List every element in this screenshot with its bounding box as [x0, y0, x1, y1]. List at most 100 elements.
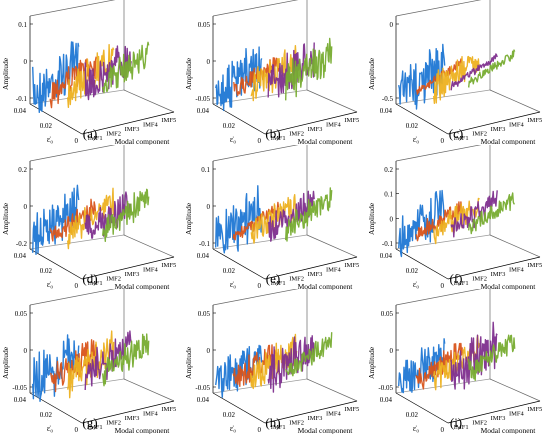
right-bottom-edge — [489, 89, 541, 113]
depth-tick-label: 0.04 — [14, 396, 27, 404]
amplitude-tick-label: -0.1 — [16, 95, 28, 103]
series-line-imf5 — [468, 334, 516, 381]
series-line-imf5 — [102, 333, 150, 387]
modal-axis-label: Modal component — [298, 137, 354, 145]
modal-tick-label: IMF5 — [161, 406, 176, 413]
depth-tick-label: 0.02 — [40, 122, 53, 130]
modal-tick-label: IMF2 — [472, 130, 487, 137]
modal-axis-label: Modal component — [481, 426, 537, 434]
modal-axis-label: Modal component — [115, 137, 171, 145]
amplitude-tick-label: 0.05 — [198, 21, 211, 29]
chart-panel-1: 0.1 0 -0.1 Amplitude 0.04 0.02 0 ε̇₀ IMF1 IMF2 IMF… — [0, 0, 182, 145]
amplitude-tick-label: -0.05 — [378, 384, 393, 392]
depth-tick-label: 0.02 — [40, 267, 53, 275]
amplitude-axis-label: Amplitude — [367, 346, 376, 379]
chart-panel-6: 0.2 0.1 0 -0.1 Amplitude 0.04 0.02 0 ε̇₀ IMF1 IMF2… — [366, 145, 548, 290]
amplitude-tick-label: 0.1 — [201, 166, 210, 174]
depth-axis-line — [212, 248, 266, 280]
axes-frame — [29, 0, 175, 135]
series-line-imf5 — [285, 187, 333, 242]
depth-tick-label: 0.04 — [197, 252, 210, 260]
modal-tick-label: IMF2 — [289, 130, 304, 137]
modal-axis-line — [81, 111, 175, 135]
depth-axis-label: ε̇₀ — [413, 280, 419, 289]
depth-tick-label: 0.04 — [380, 396, 393, 404]
modal-tick-label: IMF1 — [454, 424, 469, 431]
depth-axis-line — [395, 103, 449, 135]
right-bottom-edge — [306, 378, 358, 402]
modal-tick-label: IMF4 — [509, 267, 525, 274]
series-line-imf5 — [102, 41, 150, 94]
depth-axis-line — [29, 248, 83, 280]
modal-tick-label: IMF4 — [326, 122, 342, 129]
series-line-imf5 — [285, 332, 333, 377]
panel-label: (c) — [448, 126, 464, 141]
series-line-imf1 — [398, 189, 446, 258]
right-bottom-edge — [123, 378, 175, 402]
modal-tick-label: IMF1 — [271, 135, 286, 142]
modal-tick-label: IMF2 — [106, 275, 121, 282]
amplitude-tick-label: 0.2 — [384, 166, 393, 174]
amplitude-tick-label: 0.1 — [18, 21, 27, 29]
modal-tick-label: IMF5 — [527, 262, 542, 269]
amplitude-tick-label: 0.05 — [381, 310, 394, 318]
modal-tick-label: IMF3 — [491, 415, 506, 422]
amplitude-axis-label: Amplitude — [184, 202, 193, 235]
modal-axis-label: Modal component — [481, 282, 537, 290]
back-bottom-edge — [212, 378, 308, 394]
depth-tick-label: 0.02 — [223, 267, 236, 275]
axes-frame — [212, 289, 358, 424]
back-top-edge — [29, 145, 116, 162]
modal-tick-label: IMF2 — [472, 275, 487, 282]
depth-tick-label: 0 — [441, 426, 445, 434]
depth-tick-label: 0.02 — [223, 411, 236, 419]
modal-tick-label: IMF4 — [143, 267, 159, 274]
depth-axis-label: ε̇₀ — [413, 135, 419, 144]
depth-axis-line — [212, 392, 266, 424]
amplitude-tick-label: 0 — [207, 58, 211, 66]
chart-panel-8: 0.05 0 -0.05 Amplitude 0.04 0.02 0 ε̇₀ IMF1 IMF2 I… — [183, 289, 365, 434]
depth-tick-label: 0.02 — [223, 122, 236, 130]
modal-tick-label: IMF3 — [125, 126, 140, 133]
amplitude-axis-label: Amplitude — [1, 346, 10, 379]
modal-axis-line — [264, 400, 358, 424]
chart-panel-3: 0 -0.5 Amplitude 0.04 0.02 0 ε̇₀ IMF1 IMF2 IMF3 IM… — [366, 0, 548, 145]
series-line-imf5 — [285, 37, 333, 101]
modal-axis-label: Modal component — [115, 282, 171, 290]
amplitude-axis-label: Amplitude — [184, 57, 193, 90]
amplitude-tick-label: 0 — [207, 347, 211, 355]
depth-tick-label: 0.04 — [14, 107, 27, 115]
depth-tick-label: 0.02 — [406, 122, 419, 130]
depth-axis-label: ε̇₀ — [47, 424, 53, 433]
depth-tick-label: 0.04 — [380, 107, 393, 115]
amplitude-tick-label: 0 — [390, 215, 394, 223]
depth-axis-label: ε̇₀ — [47, 280, 53, 289]
modal-tick-label: IMF2 — [289, 419, 304, 426]
chart-panel-7: 0.05 0 -0.05 Amplitude 0.04 0.02 0 ε̇₀ IMF1 IMF2 I… — [0, 289, 182, 434]
depth-axis-line — [395, 248, 449, 280]
amplitude-tick-label: 0.05 — [198, 310, 211, 318]
series-line-imf1 — [32, 41, 80, 113]
modal-tick-label: IMF4 — [326, 411, 342, 418]
depth-tick-label: 0 — [258, 282, 262, 290]
depth-tick-label: 0 — [75, 426, 79, 434]
modal-tick-label: IMF4 — [509, 122, 525, 129]
right-bottom-edge — [123, 234, 175, 258]
depth-axis-line — [395, 392, 449, 424]
depth-tick-label: 0.04 — [197, 107, 210, 115]
amplitude-tick-label: 0.2 — [18, 166, 27, 174]
amplitude-tick-label: 0 — [207, 203, 211, 211]
amplitude-tick-label: 0 — [24, 347, 28, 355]
modal-tick-label: IMF3 — [308, 271, 323, 278]
amplitude-tick-label: -0.05 — [195, 95, 210, 103]
right-bottom-edge — [123, 89, 175, 113]
modal-tick-label: IMF5 — [527, 117, 542, 124]
depth-axis-line — [212, 103, 266, 135]
amplitude-tick-label: -0.1 — [199, 240, 211, 248]
modal-tick-label: IMF1 — [88, 135, 103, 142]
